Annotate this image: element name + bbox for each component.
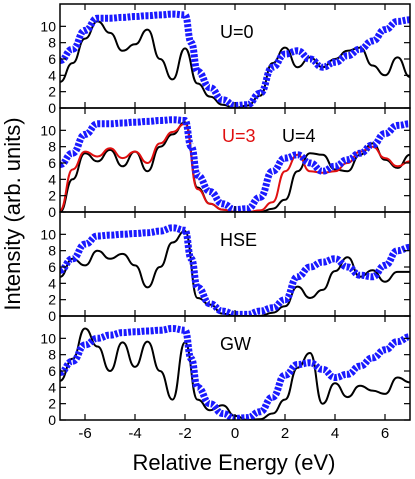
y-tick-label: 10 xyxy=(40,226,56,242)
x-tick-label: 6 xyxy=(381,425,389,442)
y-tick-label: 2 xyxy=(48,188,56,204)
y-tick-label: 4 xyxy=(48,275,56,291)
y-tick-label: 0 xyxy=(48,412,56,428)
y-tick-label: 8 xyxy=(48,139,56,155)
y-tick-label: 10 xyxy=(40,122,56,138)
experiment-line xyxy=(60,224,410,316)
y-tick-label: 6 xyxy=(48,155,56,171)
panel-series xyxy=(60,10,410,108)
y-tick-label: 6 xyxy=(48,363,56,379)
y-axis-label: Intensity (arb. units) xyxy=(0,117,25,310)
panel-label-2: U=4 xyxy=(282,126,316,146)
experiment-line xyxy=(60,10,410,108)
panel-frame xyxy=(59,211,411,317)
y-tick-label: 10 xyxy=(40,18,56,34)
y-tick-label: 2 xyxy=(48,292,56,308)
panel-label: HSE xyxy=(220,230,257,250)
y-tick-label: 4 xyxy=(48,379,56,395)
panel-label: U=3 xyxy=(222,126,256,146)
x-tick-label: 0 xyxy=(231,425,239,442)
x-tick-label: -4 xyxy=(128,425,141,442)
x-tick-label: 4 xyxy=(331,425,339,442)
panel-label: GW xyxy=(220,334,251,354)
panel-label: U=0 xyxy=(220,22,254,42)
x-tick-label: -6 xyxy=(78,425,91,442)
y-tick-label: 8 xyxy=(48,347,56,363)
y-tick-label: 2 xyxy=(48,396,56,412)
y-tick-label: 4 xyxy=(48,171,56,187)
y-tick-label: 0 xyxy=(48,100,56,116)
y-tick-label: 10 xyxy=(40,330,56,346)
y-tick-label: 6 xyxy=(48,259,56,275)
x-tick-label: 2 xyxy=(281,425,289,442)
y-tick-label: 8 xyxy=(48,35,56,51)
y-tick-label: 0 xyxy=(48,308,56,324)
y-tick-label: 4 xyxy=(48,67,56,83)
y-tick-label: 6 xyxy=(48,51,56,67)
experiment-line xyxy=(60,116,410,212)
y-tick-label: 8 xyxy=(48,243,56,259)
x-tick-label: -2 xyxy=(178,425,191,442)
x-axis-label: Relative Energy (eV) xyxy=(133,450,336,475)
experiment-line xyxy=(60,325,410,420)
y-tick-label: 0 xyxy=(48,204,56,220)
y-tick-label: 2 xyxy=(48,84,56,100)
